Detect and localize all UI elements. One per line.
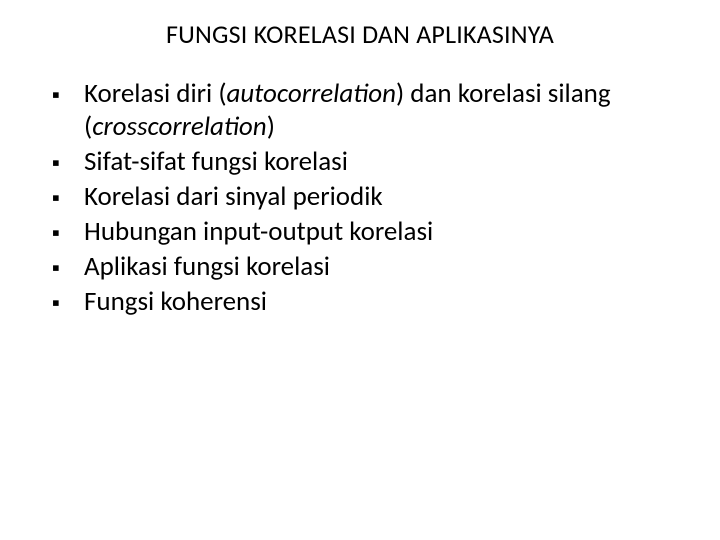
list-item: Fungsi koherensi <box>46 286 680 319</box>
list-item: Hubungan input-output korelasi <box>46 216 680 249</box>
bullet-text: Sifat-sifat fungsi korelasi <box>84 145 348 178</box>
bullet-text: Aplikasi fungsi korelasi <box>84 250 330 283</box>
bullet-text-post: ) <box>267 110 275 143</box>
bullet-list: Korelasi diri (autocorrelation) dan kore… <box>40 78 680 319</box>
list-item: Korelasi dari sinyal periodik <box>46 181 680 214</box>
list-item: Sifat-sifat fungsi korelasi <box>46 146 680 179</box>
list-item: Korelasi diri (autocorrelation) dan kore… <box>46 78 680 144</box>
list-item: Aplikasi fungsi korelasi <box>46 251 680 284</box>
bullet-text: Fungsi koherensi <box>84 285 267 318</box>
bullet-text: Hubungan input-output korelasi <box>84 215 433 248</box>
slide-title: FUNGSI KORELASI DAN APLIKASINYA <box>40 18 680 50</box>
slide: FUNGSI KORELASI DAN APLIKASINYA Korelasi… <box>0 0 720 540</box>
bullet-text-italic: crosscorrelation <box>92 110 267 143</box>
bullet-text: Korelasi dari sinyal periodik <box>84 180 383 213</box>
bullet-text-italic: autocorrelation <box>227 77 396 110</box>
bullet-text-pre: Korelasi diri ( <box>84 77 227 110</box>
